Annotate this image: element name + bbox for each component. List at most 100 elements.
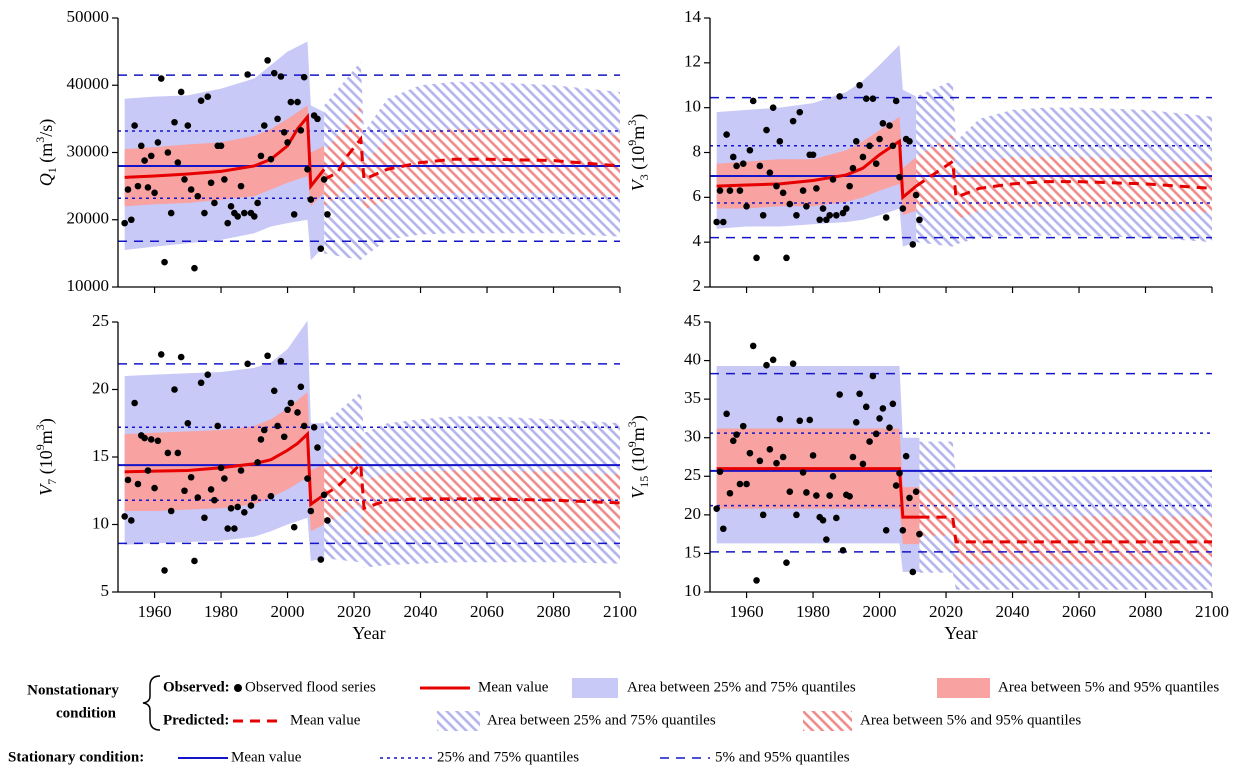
observed-point (221, 176, 228, 183)
observed-point (766, 445, 774, 453)
y-axis-label-part: (10 (36, 450, 57, 479)
observed-point (207, 486, 215, 493)
observed-point (733, 431, 740, 438)
observed-point (916, 530, 923, 538)
observed-point (813, 492, 820, 499)
observed-point (773, 182, 780, 190)
observed-point (713, 505, 720, 512)
observed-point (244, 360, 251, 368)
observed-point (194, 494, 202, 501)
y-axis-label-part: 9 (625, 140, 639, 146)
y-tick-label: 2 (693, 276, 702, 295)
y-tick-label: 10 (684, 581, 701, 600)
panel: 5 10 15 20 25 1960 1980 2000 2020 2040 2060 2080 210… (33, 311, 637, 643)
observed-point (257, 152, 265, 160)
observed-point (813, 185, 820, 192)
x-tick-label: 2040 (996, 602, 1030, 621)
observed-point (300, 73, 308, 81)
observed-point (799, 469, 807, 476)
mean-line (323, 460, 621, 511)
observed-point (270, 387, 278, 395)
mean-line (915, 158, 1213, 200)
observed-point (274, 422, 281, 430)
y-axis-label-part: 3 (625, 421, 639, 427)
observed-point (839, 547, 847, 554)
observed-point (882, 214, 890, 221)
observed-point (304, 166, 311, 173)
observed-point (763, 126, 770, 134)
legend-label: Observed flood series (245, 679, 376, 695)
observed-point (756, 457, 764, 465)
observed-point (147, 436, 155, 443)
observed-point (876, 135, 883, 143)
y-axis-label-part: ) (628, 114, 649, 120)
x-tick-label: 1960 (138, 602, 172, 621)
y-axis-label-part: 3 (637, 174, 651, 180)
observed-point (234, 503, 241, 511)
observed-point (144, 467, 152, 474)
y-axis-label-part: m (36, 430, 56, 444)
observed-point (207, 179, 215, 187)
legend-label: Mean value (231, 749, 302, 765)
observed-point (224, 219, 232, 227)
observed-point (214, 422, 222, 430)
observed-point (197, 379, 205, 387)
y-tick-label: 20 (92, 378, 109, 397)
y-axis-label-part: 3 (33, 424, 47, 430)
y-axis-label-part: 3 (33, 137, 47, 143)
observed-point (846, 182, 853, 190)
observed-point (221, 475, 228, 482)
observed-point (307, 196, 315, 203)
observed-point (906, 494, 913, 502)
observed-point (906, 137, 913, 145)
observed-point (317, 245, 325, 252)
observed-point (137, 142, 145, 150)
observed-point (743, 480, 750, 488)
x-tick-label: 2080 (537, 602, 571, 621)
x-axis-label: Year (944, 623, 977, 643)
observed-point (783, 254, 790, 262)
legend-heading: Observed: (163, 679, 230, 695)
x-tick-label: 2020 (337, 602, 371, 621)
observed-point (809, 452, 817, 459)
observed-point (789, 117, 797, 125)
quantile-band (716, 428, 920, 545)
observed-point (297, 383, 305, 391)
observed-point (147, 152, 155, 160)
observed-point (879, 120, 887, 127)
observed-point (134, 480, 142, 488)
observed-point (224, 525, 232, 532)
legend-label: Area between 5% and 95% quantiles (860, 712, 1081, 728)
observed-point (284, 406, 291, 414)
observed-point (872, 160, 880, 168)
observed-point (314, 115, 321, 123)
observed-point (882, 526, 890, 534)
legend-heading: Predicted: (163, 712, 229, 728)
observed-point (862, 403, 870, 411)
mean-line (124, 430, 325, 508)
observed-point (277, 357, 285, 365)
y-tick-label: 12 (684, 52, 701, 71)
observed-point (177, 353, 185, 361)
y-axis-label-part: Q (36, 173, 56, 186)
observed-point (859, 153, 867, 161)
x-tick-label: 2060 (470, 602, 504, 621)
observed-point (836, 391, 843, 398)
y-axis-label-part: 3 (625, 120, 639, 126)
quantile-band (919, 441, 1212, 590)
observed-point (284, 139, 291, 146)
observed-point (823, 536, 830, 543)
observed-point (909, 241, 917, 248)
observed-point (879, 405, 887, 412)
y-tick-label: 15 (92, 446, 109, 465)
observed-point (869, 95, 877, 102)
observed-point (184, 419, 192, 427)
observed-point (806, 416, 814, 424)
observed-point (803, 203, 810, 210)
observed-point (154, 437, 162, 445)
observed-point (151, 484, 158, 492)
observed-point (769, 356, 777, 364)
observed-point (729, 153, 737, 161)
observed-point (287, 399, 295, 407)
observed-point (294, 409, 301, 416)
